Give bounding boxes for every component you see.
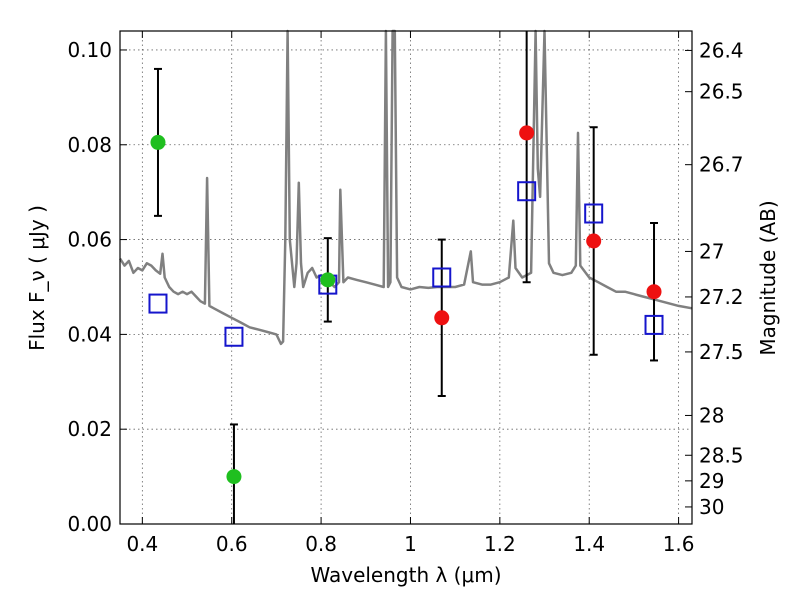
plot-area bbox=[118, 29, 693, 524]
right-tick-label: 27 bbox=[699, 239, 724, 263]
x-tick-label: 1.6 bbox=[663, 532, 695, 556]
data-point-circle bbox=[434, 310, 450, 326]
data-point-circle bbox=[646, 284, 662, 300]
right-tick-label: 30 bbox=[699, 495, 724, 519]
y-tick-label: 0.04 bbox=[67, 322, 112, 346]
y-tick-label: 0.02 bbox=[67, 417, 112, 441]
model-photometry-markers bbox=[148, 181, 664, 347]
right-tick-label: 29 bbox=[699, 469, 724, 493]
model-point-square bbox=[517, 181, 537, 202]
x-tick-label: 1.4 bbox=[573, 532, 605, 556]
x-tick-label: 0.8 bbox=[305, 532, 337, 556]
right-tick-label: 28 bbox=[699, 403, 724, 427]
model-spectrum-line bbox=[118, 29, 693, 346]
error-bars bbox=[153, 31, 659, 524]
model-point-square bbox=[432, 267, 452, 288]
x-tick-label: 0.4 bbox=[126, 532, 158, 556]
y-tick-label: 0.00 bbox=[67, 512, 112, 536]
y-tick-label: 0.08 bbox=[67, 133, 112, 157]
right-tick-label: 28.5 bbox=[699, 443, 744, 467]
model-point-square bbox=[644, 314, 664, 335]
model-point-square bbox=[224, 326, 244, 347]
x-axis-label: Wavelength λ (μm) bbox=[310, 563, 501, 587]
right-tick-label: 26.4 bbox=[699, 38, 744, 62]
right-tick-label: 26.7 bbox=[699, 153, 744, 177]
right-tick-label: 27.5 bbox=[699, 340, 744, 364]
x-tick-label: 1.2 bbox=[484, 532, 516, 556]
data-point-circle bbox=[226, 469, 242, 485]
axes-frame bbox=[119, 30, 693, 525]
y-tick-label: 0.10 bbox=[67, 38, 112, 62]
grid-lines bbox=[120, 31, 692, 525]
model-point-square bbox=[148, 293, 168, 314]
model-point-square bbox=[584, 203, 604, 224]
right-axis-label: Magnitude (AB) bbox=[756, 200, 780, 355]
data-point-circle bbox=[320, 272, 336, 288]
right-tick-label: 26.5 bbox=[699, 80, 744, 104]
y-axis-ticks: 0.00 0.02 0.04 0.06 0.08 0.10 bbox=[67, 38, 127, 536]
x-tick-label: 1 bbox=[404, 532, 417, 556]
right-tick-label: 27.2 bbox=[699, 285, 744, 309]
x-axis-ticks: 0.4 0.6 0.8 1 1.2 1.4 1.6 bbox=[126, 31, 695, 556]
data-point-circle bbox=[519, 125, 535, 141]
data-point-circle bbox=[150, 134, 166, 150]
data-point-circle bbox=[586, 233, 602, 249]
x-tick-label: 0.6 bbox=[216, 532, 248, 556]
observed-photometry-markers bbox=[150, 125, 662, 485]
y-axis-label: Flux F_ν ( μJy ) bbox=[25, 205, 49, 351]
y-tick-label: 0.06 bbox=[67, 228, 112, 252]
